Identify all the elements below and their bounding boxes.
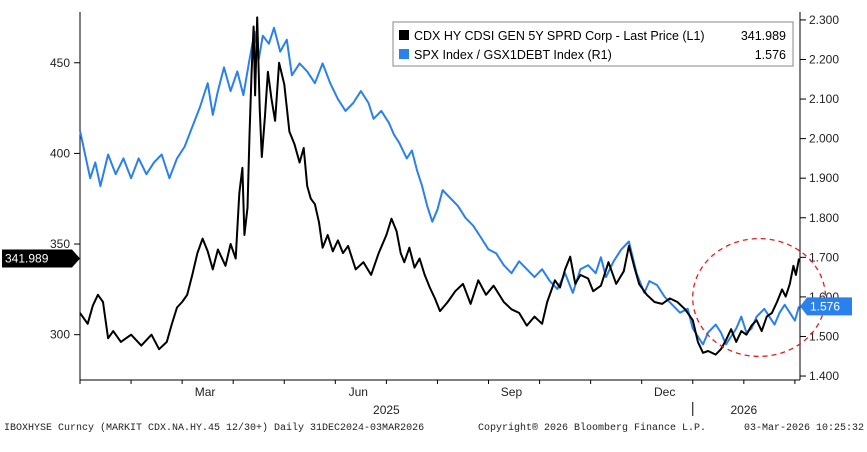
left-value-flag: 341.989 [2,249,80,268]
legend-label-cdx: CDX HY CDSI GEN 5Y SPRD Corp - Last Pric… [414,29,705,43]
x-axis-ticks: Mar Jun Sep Dec 2025 2026 [79,380,796,417]
legend: CDX HY CDSI GEN 5Y SPRD Corp - Last Pric… [392,21,794,67]
right-tick-label: 1.400 [809,369,839,383]
legend-box [392,21,794,67]
left-value-flag-label: 341.989 [5,252,49,266]
legend-swatch-spx [399,49,409,59]
footer-timestamp: 03-Mar-2026 10:25:32 [744,423,864,434]
right-tick-label: 2.300 [809,13,839,27]
right-axis-ticks: 1.4001.5001.6001.7001.8001.9002.0002.100… [800,13,839,383]
left-tick-label: 300 [50,328,70,342]
x-year-label: 2025 [373,403,400,417]
left-tick-label: 450 [50,56,70,70]
x-month-label: Dec [654,385,675,399]
right-tick-label: 2.200 [809,52,839,66]
right-tick-label: 1.900 [809,171,839,185]
legend-swatch-cdx [399,30,409,40]
x-year-label: 2026 [730,403,757,417]
right-tick-label: 1.800 [809,211,839,225]
legend-value-spx: 1.576 [755,48,786,62]
left-tick-label: 400 [50,146,70,160]
footer-copyright: Copyright® 2026 Bloomberg Finance L.P. [478,422,706,434]
right-tick-label: 2.100 [809,92,839,106]
right-value-flag-label: 1.576 [810,299,840,313]
cdx-hy-series-line [79,16,800,356]
right-tick-label: 1.500 [809,329,839,343]
footer-source: IBOXHYSE Curncy (MARKIT CDX.NA.HY.45 12/… [4,422,424,434]
right-value-flag: 1.576 [800,297,852,316]
right-value-flag-shape [800,297,852,316]
left-tick-label: 350 [50,237,70,251]
x-month-label: Mar [195,385,216,399]
spx-gsx-series-line [79,26,800,346]
left-value-flag-shape [2,249,80,268]
x-month-label: Jun [349,385,368,399]
right-tick-label: 1.700 [809,250,839,264]
legend-label-spx: SPX Index / GSX1DEBT Index (R1) [414,48,612,62]
legend-value-cdx: 341.989 [741,29,786,43]
x-month-label: Sep [501,385,523,399]
right-tick-label: 2.000 [809,132,839,146]
left-axis-ticks: 300 350 400 450 [50,56,80,342]
